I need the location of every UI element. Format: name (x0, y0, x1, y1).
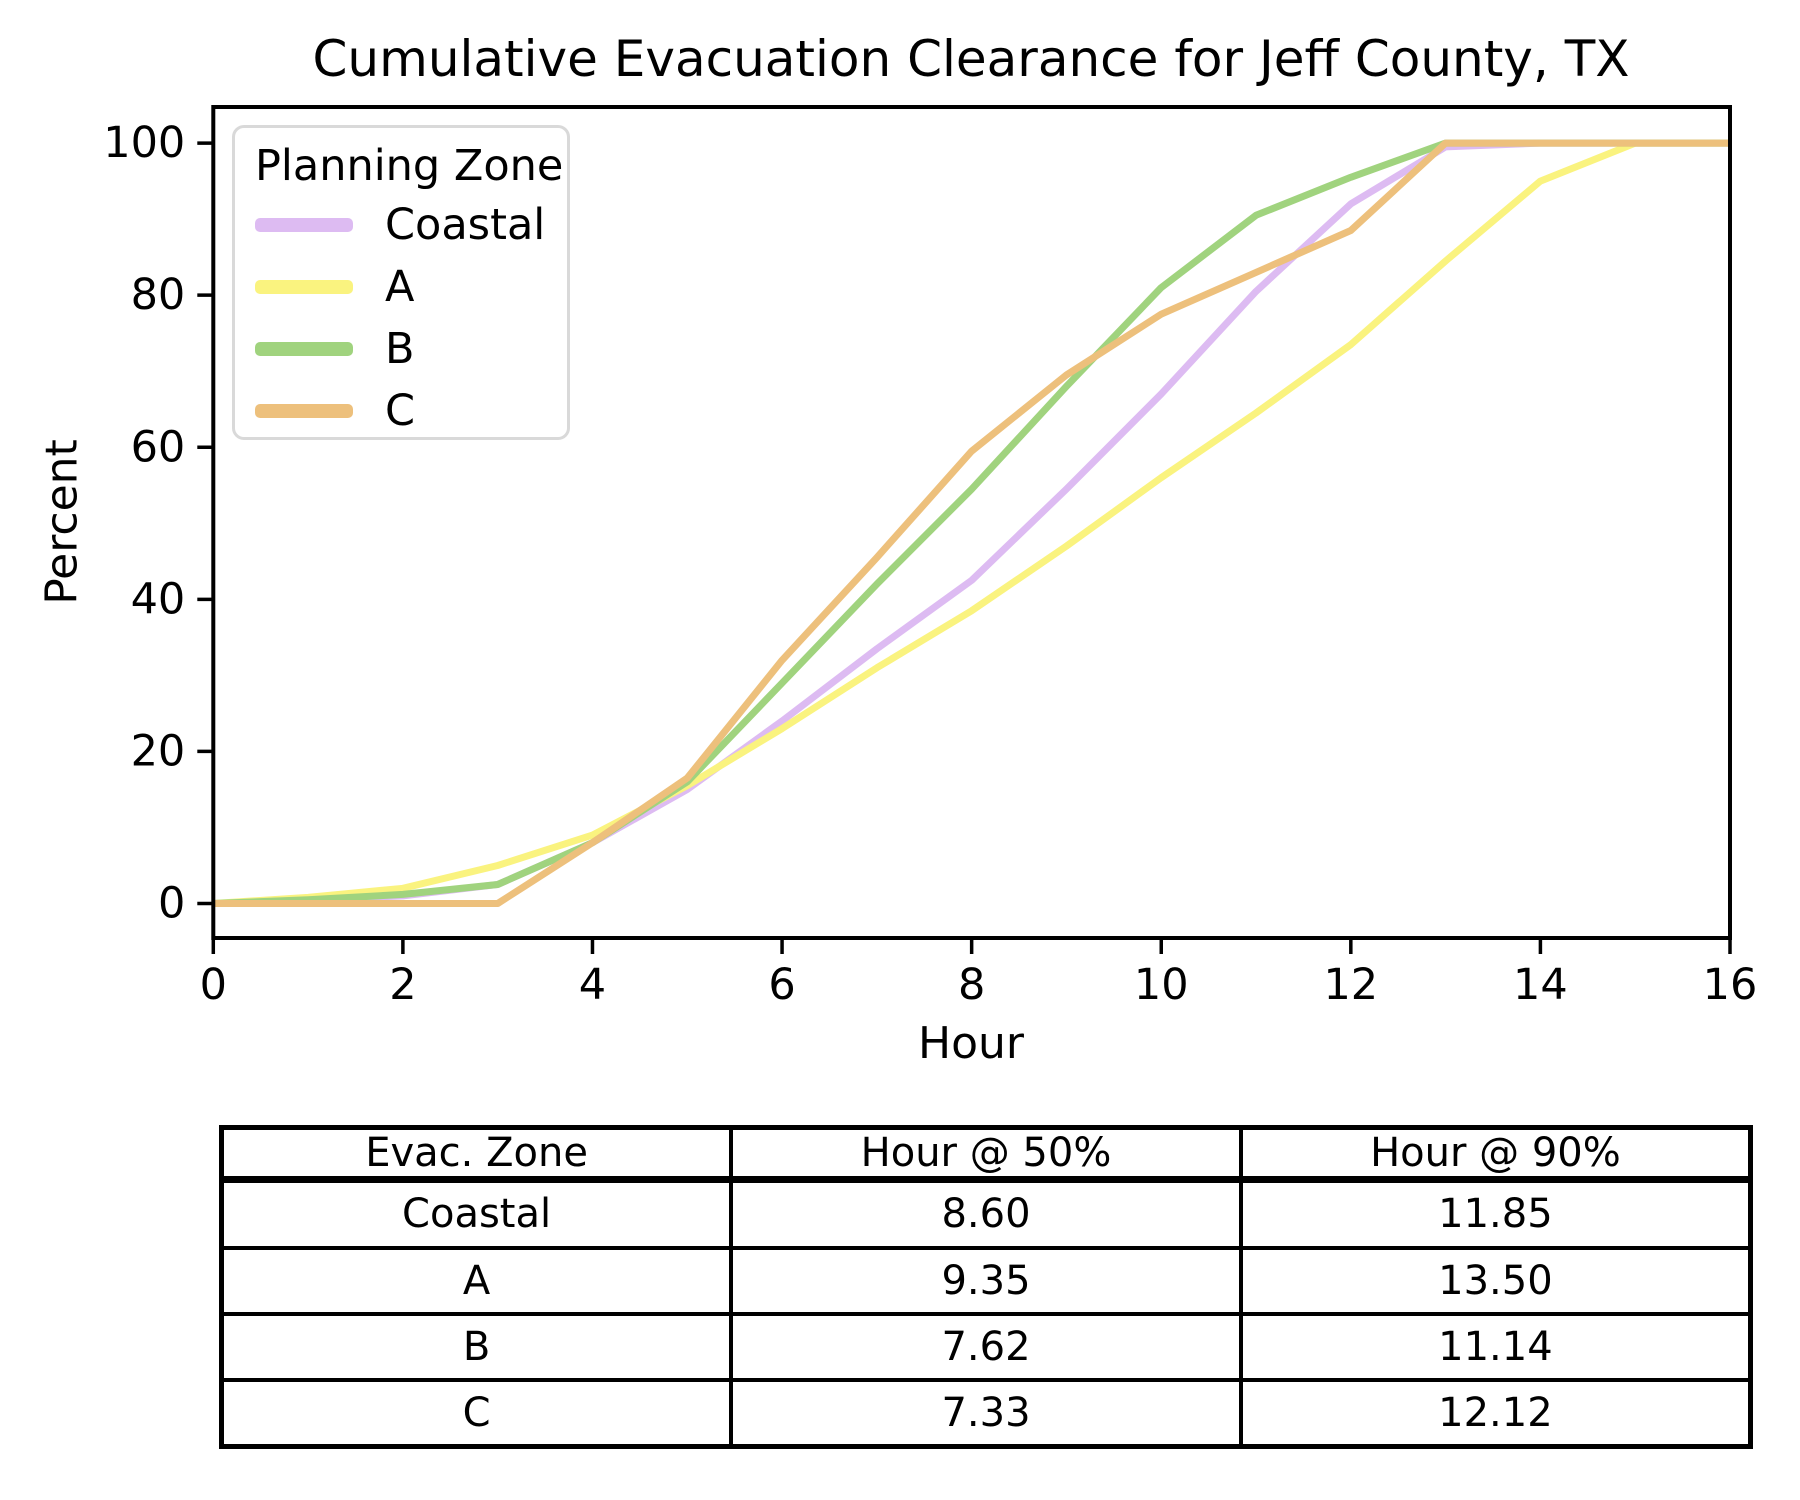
legend-item-label: A (385, 262, 415, 312)
y-tick-label: 80 (131, 270, 186, 320)
clearance-table: Evac. Zone Hour @ 50% Hour @ 90% Coastal 8.… (219, 1125, 1753, 1449)
table-cell: A (219, 1245, 734, 1316)
legend-item-A: A (255, 256, 567, 318)
legend-swatch-B (255, 342, 353, 356)
x-tick-label: 8 (958, 960, 985, 1010)
y-tick-label: 20 (131, 726, 186, 776)
clearance-table-head: Evac. Zone Hour @ 50% Hour @ 90% (219, 1125, 1753, 1183)
y-tick-label: 100 (103, 118, 185, 168)
table-cell: C (219, 1377, 734, 1449)
table-cell: 12.12 (1238, 1377, 1753, 1449)
clearance-table-container: Evac. Zone Hour @ 50% Hour @ 90% Coastal 8.… (219, 1125, 1753, 1449)
table-row: Coastal 8.60 11.85 (219, 1177, 1753, 1250)
legend-item-Coastal: Coastal (255, 194, 567, 256)
x-tick-label: 6 (768, 960, 795, 1010)
legend-title: Planning Zone (255, 141, 564, 191)
legend-item-C: C (255, 380, 567, 442)
table-header-cell: Evac. Zone (219, 1125, 734, 1183)
legend-item-label: C (385, 386, 416, 436)
table-cell: 9.35 (729, 1245, 1243, 1316)
table-cell: 8.60 (729, 1177, 1243, 1250)
table-cell: 11.14 (1238, 1311, 1753, 1382)
x-tick-label: 14 (1513, 960, 1568, 1010)
x-tick-label: 0 (200, 960, 227, 1010)
table-cell: 7.33 (729, 1377, 1243, 1449)
table-row: C 7.33 12.12 (219, 1377, 1753, 1449)
x-axis-label: Hour (918, 1018, 1024, 1069)
legend-item-label: B (385, 324, 415, 374)
clearance-table-body: Coastal 8.60 11.85 A 9.35 13.50 B 7.62 11.14 C 7.3… (219, 1177, 1753, 1449)
series-line-C (213, 139, 1730, 907)
y-axis-label: Percent (36, 439, 88, 605)
table-cell: 13.50 (1238, 1245, 1753, 1316)
table-row: B 7.62 11.14 (219, 1311, 1753, 1382)
table-cell: Coastal (219, 1177, 734, 1250)
table-cell: B (219, 1311, 734, 1382)
y-tick-label: 0 (158, 879, 185, 929)
x-tick-label: 16 (1703, 960, 1758, 1010)
table-cell: 11.85 (1238, 1177, 1753, 1250)
table-header-cell: Hour @ 50% (729, 1125, 1243, 1183)
series-line-A (213, 139, 1730, 907)
x-tick-label: 12 (1323, 960, 1378, 1010)
legend-item-label: Coastal (385, 200, 546, 250)
legend-swatch-C (255, 404, 353, 418)
y-tick-label: 40 (131, 574, 186, 624)
axes-box (211, 105, 1732, 940)
y-tick-label: 60 (131, 422, 186, 472)
legend-items: Coastal A B C (255, 194, 567, 442)
chart-title: Cumulative Evacuation Clearance for Jeff… (312, 30, 1630, 88)
legend: Planning Zone Coastal A B C (232, 125, 570, 440)
table-cell: 7.62 (729, 1311, 1243, 1382)
x-tick-label: 2 (389, 960, 416, 1010)
legend-swatch-Coastal (255, 218, 353, 232)
x-tick-label: 10 (1134, 960, 1189, 1010)
x-tick-label: 4 (579, 960, 606, 1010)
legend-item-B: B (255, 318, 567, 380)
table-header-row: Evac. Zone Hour @ 50% Hour @ 90% (219, 1125, 1753, 1183)
table-header-cell: Hour @ 90% (1238, 1125, 1753, 1183)
legend-swatch-A (255, 280, 353, 294)
table-row: A 9.35 13.50 (219, 1245, 1753, 1316)
